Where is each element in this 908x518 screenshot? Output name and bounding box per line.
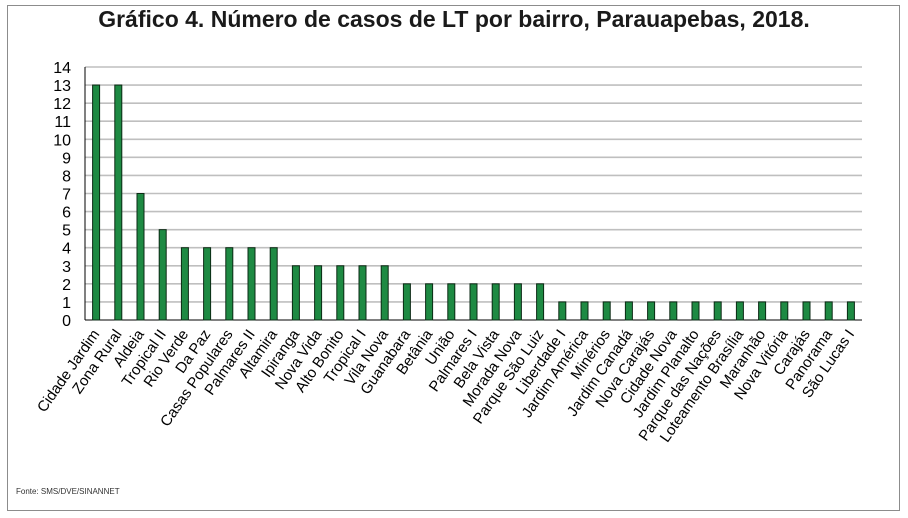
y-tick-label: 12: [53, 96, 71, 113]
bar: [447, 283, 456, 321]
bar: [536, 283, 545, 321]
bar: [425, 283, 434, 321]
bar: [624, 301, 633, 321]
bar: [780, 301, 789, 321]
bar: [513, 283, 522, 321]
bar: [713, 301, 722, 321]
bar: [469, 283, 478, 321]
bar: [402, 283, 411, 321]
bar: [336, 265, 345, 321]
y-tick-label: 5: [62, 223, 71, 240]
bar: [669, 301, 678, 321]
bar: [136, 193, 145, 321]
y-tick-label: 2: [62, 277, 71, 294]
y-tick-label: 11: [54, 114, 71, 131]
bar: [247, 247, 256, 321]
bar: [735, 301, 744, 321]
bar: [647, 301, 656, 321]
bar: [824, 301, 833, 321]
bar: [802, 301, 811, 321]
chart-title: Gráfico 4. Número de casos de LT por bai…: [98, 6, 810, 32]
y-tick-label: 10: [53, 132, 71, 149]
y-tick-label: 4: [62, 241, 71, 258]
bar: [203, 247, 212, 321]
y-tick-label: 9: [62, 150, 71, 167]
y-tick-label: 7: [62, 187, 71, 204]
y-tick-label: 1: [62, 295, 71, 312]
bar: [225, 247, 234, 321]
source-note: Fonte: SMS/DVE/SINANNET: [16, 487, 120, 496]
bar: [380, 265, 389, 321]
bar: [269, 247, 278, 321]
bar: [846, 301, 855, 321]
chart-frame: [7, 5, 900, 511]
y-tick-label: 0: [62, 313, 71, 330]
bar: [180, 247, 189, 321]
bar: [358, 265, 367, 321]
bar: [558, 301, 567, 321]
bar: [291, 265, 300, 321]
y-tick-label: 3: [62, 259, 71, 276]
bar: [314, 265, 323, 321]
y-tick-label: 13: [53, 78, 71, 95]
bar: [580, 301, 589, 321]
bar: [92, 84, 101, 321]
bar: [491, 283, 500, 321]
bar: [158, 229, 167, 321]
bar: [114, 84, 123, 321]
bar: [758, 301, 767, 321]
bar: [602, 301, 611, 321]
y-tick-label: 8: [62, 168, 71, 185]
y-tick-label: 6: [62, 205, 71, 222]
y-tick-label: 14: [53, 60, 71, 77]
bar: [691, 301, 700, 321]
